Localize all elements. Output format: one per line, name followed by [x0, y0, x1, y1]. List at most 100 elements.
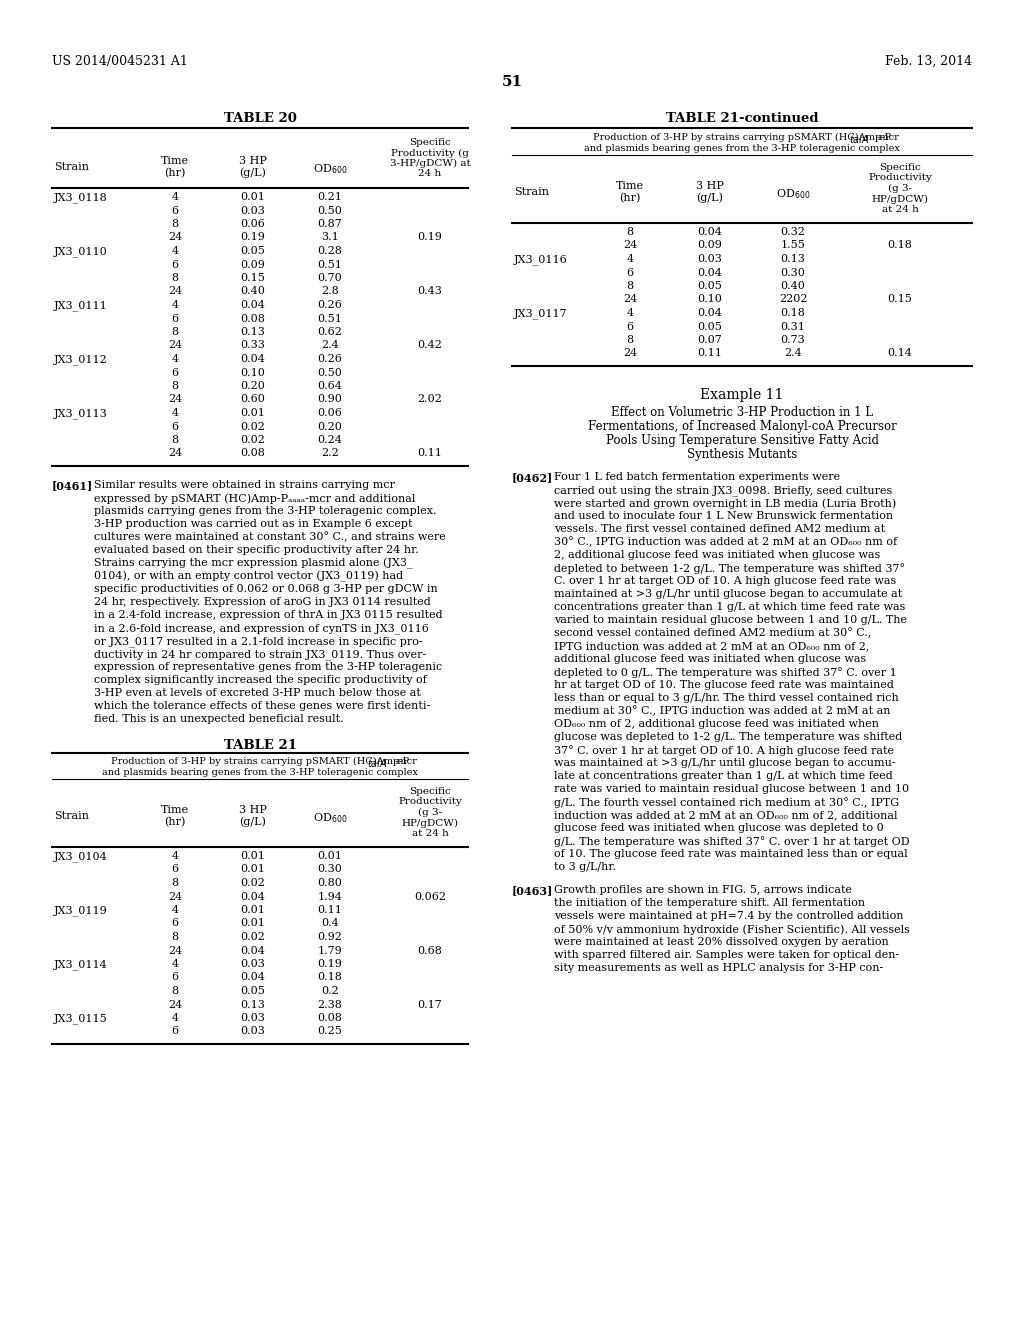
Text: 4: 4: [171, 300, 178, 310]
Text: 8: 8: [171, 381, 178, 391]
Text: 0.03: 0.03: [241, 206, 265, 215]
Text: 0.20: 0.20: [241, 381, 265, 391]
Text: 0.11: 0.11: [418, 449, 442, 458]
Text: [0461]: [0461]: [52, 480, 93, 491]
Text: 0.01: 0.01: [241, 906, 265, 915]
Text: 0.30: 0.30: [780, 268, 806, 277]
Text: Example 11: Example 11: [700, 388, 783, 403]
Text: OD$_{600}$: OD$_{600}$: [776, 187, 810, 201]
Text: 4: 4: [171, 408, 178, 418]
Text: OD$_{600}$: OD$_{600}$: [312, 810, 347, 825]
Text: 24: 24: [168, 999, 182, 1010]
Text: 24: 24: [168, 286, 182, 297]
Text: Strain: Strain: [54, 162, 89, 172]
Text: JX3_0116: JX3_0116: [514, 253, 567, 265]
Text: 24: 24: [168, 395, 182, 404]
Text: 3-HP production was carried out as in Example 6 except: 3-HP production was carried out as in Ex…: [94, 519, 413, 529]
Text: 0.01: 0.01: [241, 919, 265, 928]
Text: and used to inoculate four 1 L New Brunswick fermentation: and used to inoculate four 1 L New Bruns…: [554, 511, 893, 521]
Text: Time
(hr): Time (hr): [616, 181, 644, 203]
Text: was maintained at >3 g/L/hr until glucose began to accumu-: was maintained at >3 g/L/hr until glucos…: [554, 758, 896, 768]
Text: Specific
Productivity (g
3-HP/gDCW) at
24 h: Specific Productivity (g 3-HP/gDCW) at 2…: [389, 139, 470, 178]
Text: 24: 24: [168, 945, 182, 956]
Text: depleted to 0 g/L. The temperature was shifted 37° C. over 1: depleted to 0 g/L. The temperature was s…: [554, 667, 897, 678]
Text: 0.42: 0.42: [418, 341, 442, 351]
Text: 2.38: 2.38: [317, 999, 342, 1010]
Text: g/L. The fourth vessel contained rich medium at 30° C., IPTG: g/L. The fourth vessel contained rich me…: [554, 797, 899, 808]
Text: 0.04: 0.04: [241, 354, 265, 364]
Text: 1.79: 1.79: [317, 945, 342, 956]
Text: of 50% v/v ammonium hydroxide (Fisher Scientific). All vessels: of 50% v/v ammonium hydroxide (Fisher Sc…: [554, 924, 910, 935]
Text: Specific
Productivity
(g 3-
HP/gDCW)
at 24 h: Specific Productivity (g 3- HP/gDCW) at …: [398, 787, 462, 838]
Text: 24 hr, respectively. Expression of aroG in JX3 0114 resulted: 24 hr, respectively. Expression of aroG …: [94, 597, 431, 607]
Text: 8: 8: [627, 281, 634, 290]
Text: $\it{talA}$: $\it{talA}$: [367, 756, 387, 770]
Text: JX3_0111: JX3_0111: [54, 300, 108, 310]
Text: Pools Using Temperature Sensitive Fatty Acid: Pools Using Temperature Sensitive Fatty …: [605, 434, 879, 447]
Text: were started and grown overnight in LB media (Luria Broth): were started and grown overnight in LB m…: [554, 498, 896, 508]
Text: TABLE 21: TABLE 21: [223, 739, 297, 752]
Text: 8: 8: [171, 327, 178, 337]
Text: varied to maintain residual glucose between 1 and 10 g/L. The: varied to maintain residual glucose betw…: [554, 615, 907, 624]
Text: complex significantly increased the specific productivity of: complex significantly increased the spec…: [94, 675, 427, 685]
Text: Production of 3-HP by strains carrying pSMART (HC)Amp-P: Production of 3-HP by strains carrying p…: [593, 133, 891, 143]
Text: or JX3_0117 resulted in a 2.1-fold increase in specific pro-: or JX3_0117 resulted in a 2.1-fold incre…: [94, 636, 423, 647]
Text: late at concentrations greater than 1 g/L at which time feed: late at concentrations greater than 1 g/…: [554, 771, 893, 781]
Text: 2.4: 2.4: [784, 348, 802, 359]
Text: 24: 24: [168, 232, 182, 243]
Text: 3 HP
(g/L): 3 HP (g/L): [696, 181, 724, 203]
Text: 0.04: 0.04: [241, 891, 265, 902]
Text: 0.08: 0.08: [317, 1012, 342, 1023]
Text: 0.26: 0.26: [317, 300, 342, 310]
Text: Strains carrying the mcr expression plasmid alone (JX3_: Strains carrying the mcr expression plas…: [94, 558, 413, 569]
Text: and plasmids bearing genes from the 3-HP toleragenic complex: and plasmids bearing genes from the 3-HP…: [584, 144, 900, 153]
Text: 0.90: 0.90: [317, 395, 342, 404]
Text: 4: 4: [171, 246, 178, 256]
Text: 0.15: 0.15: [241, 273, 265, 282]
Text: JX3_0113: JX3_0113: [54, 408, 108, 418]
Text: depleted to between 1-2 g/L. The temperature was shifted 37°: depleted to between 1-2 g/L. The tempera…: [554, 564, 905, 574]
Text: JX3_0115: JX3_0115: [54, 1012, 108, 1024]
Text: 0.43: 0.43: [418, 286, 442, 297]
Text: 0.11: 0.11: [697, 348, 723, 359]
Text: ductivity in 24 hr compared to strain JX3_0119. Thus over-: ductivity in 24 hr compared to strain JX…: [94, 649, 426, 660]
Text: 0.10: 0.10: [697, 294, 723, 305]
Text: 0.33: 0.33: [241, 341, 265, 351]
Text: 6: 6: [171, 865, 178, 874]
Text: 0.14: 0.14: [888, 348, 912, 359]
Text: maintained at >3 g/L/hr until glucose began to accumulate at: maintained at >3 g/L/hr until glucose be…: [554, 589, 902, 599]
Text: 0.06: 0.06: [317, 408, 342, 418]
Text: TABLE 21-continued: TABLE 21-continued: [666, 112, 818, 125]
Text: 4: 4: [171, 354, 178, 364]
Text: induction was added at 2 mM at an OD₆₀₀ nm of 2, additional: induction was added at 2 mM at an OD₆₀₀ …: [554, 810, 897, 820]
Text: 0.40: 0.40: [780, 281, 806, 290]
Text: -mcr: -mcr: [877, 133, 900, 143]
Text: 8: 8: [627, 227, 634, 238]
Text: 0.04: 0.04: [697, 268, 723, 277]
Text: 0.09: 0.09: [241, 260, 265, 269]
Text: 8: 8: [171, 436, 178, 445]
Text: 8: 8: [171, 932, 178, 942]
Text: 0.01: 0.01: [241, 408, 265, 418]
Text: in a 2.4-fold increase, expression of thrA in JX3 0115 resulted: in a 2.4-fold increase, expression of th…: [94, 610, 442, 620]
Text: 0.03: 0.03: [697, 253, 723, 264]
Text: [0462]: [0462]: [512, 473, 553, 483]
Text: 24: 24: [623, 240, 637, 251]
Text: 0.02: 0.02: [241, 421, 265, 432]
Text: 6: 6: [171, 314, 178, 323]
Text: 0.04: 0.04: [697, 227, 723, 238]
Text: 0.04: 0.04: [241, 973, 265, 982]
Text: plasmids carrying genes from the 3-HP toleragenic complex.: plasmids carrying genes from the 3-HP to…: [94, 506, 436, 516]
Text: JX3_0104: JX3_0104: [54, 851, 108, 862]
Text: hr at target OD of 10. The glucose feed rate was maintained: hr at target OD of 10. The glucose feed …: [554, 680, 894, 690]
Text: -mcr: -mcr: [395, 756, 418, 766]
Text: 0.73: 0.73: [780, 335, 805, 345]
Text: to 3 g/L/hr.: to 3 g/L/hr.: [554, 862, 616, 873]
Text: 0.03: 0.03: [241, 960, 265, 969]
Text: 4: 4: [171, 1012, 178, 1023]
Text: 24: 24: [168, 891, 182, 902]
Text: Feb. 13, 2014: Feb. 13, 2014: [885, 55, 972, 69]
Text: 30° C., IPTG induction was added at 2 mM at an OD₆₀₀ nm of: 30° C., IPTG induction was added at 2 mM…: [554, 537, 897, 548]
Text: evaluated based on their specific productivity after 24 hr.: evaluated based on their specific produc…: [94, 545, 419, 554]
Text: 24: 24: [168, 341, 182, 351]
